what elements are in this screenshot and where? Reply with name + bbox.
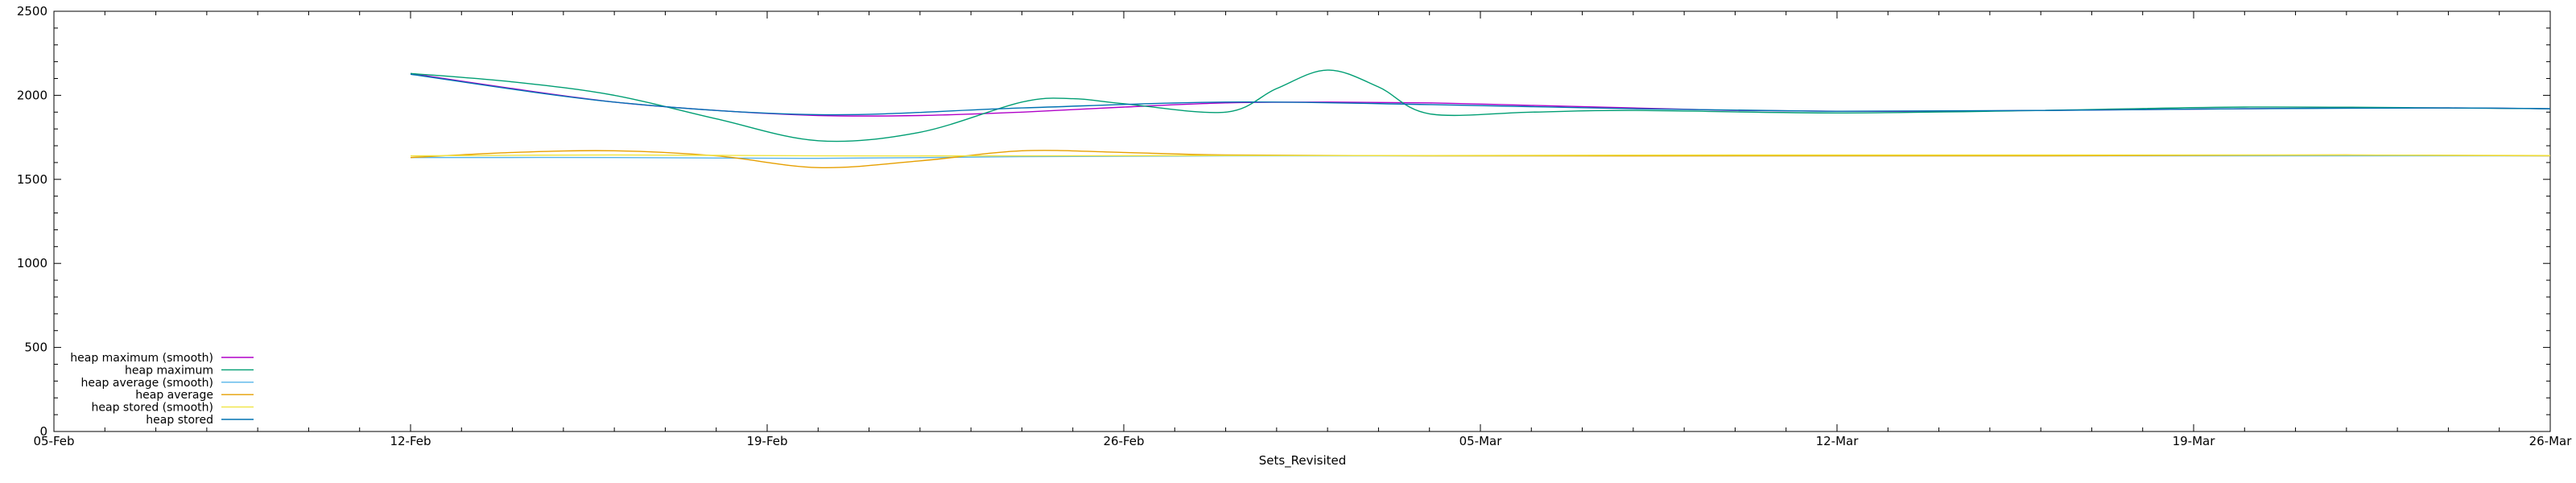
legend-label: heap average (smooth): [80, 377, 213, 390]
plot-frame: [53, 10, 2551, 432]
y-tick-label: 1000: [17, 256, 47, 270]
y-tick-label: 0: [39, 424, 47, 439]
x-tick-label: 26-Mar: [2529, 434, 2573, 448]
y-tick-label: 2500: [17, 4, 47, 19]
series-line-heap-average: [410, 150, 2551, 169]
x-tick-label: 05-Mar: [1459, 434, 1503, 448]
y-tick-label: 2000: [17, 88, 47, 102]
x-axis-label: Sets_Revisited: [1259, 453, 1347, 469]
x-tick-label: 19-Mar: [2173, 434, 2216, 448]
y-axis: 0 500 1000 1500 2000 2500: [17, 4, 2550, 439]
x-tick-label: 12-Feb: [390, 434, 431, 448]
series-line-heap-stored: [410, 73, 2551, 116]
series-line-heap-maximum-smooth: [410, 72, 2551, 117]
legend-label: heap maximum (smooth): [70, 352, 213, 365]
legend-label: heap stored: [146, 414, 213, 427]
legend-label: heap maximum: [125, 364, 213, 377]
legend-label: heap stored (smooth): [92, 402, 214, 415]
x-tick-label: 12-Mar: [1816, 434, 1860, 448]
legend-label: heap average: [135, 389, 213, 402]
x-tick-label: 05-Feb: [33, 434, 74, 448]
x-tick-label: 19-Feb: [746, 434, 787, 448]
x-tick-label: 26-Feb: [1103, 434, 1144, 448]
series-lines: [410, 69, 2551, 169]
y-tick-label: 500: [24, 341, 47, 355]
x-axis: 05-Feb 12-Feb 19-Feb 26-Feb 05-Mar 12-Mar 19-M…: [33, 11, 2572, 448]
y-tick-label: 1500: [17, 172, 47, 187]
